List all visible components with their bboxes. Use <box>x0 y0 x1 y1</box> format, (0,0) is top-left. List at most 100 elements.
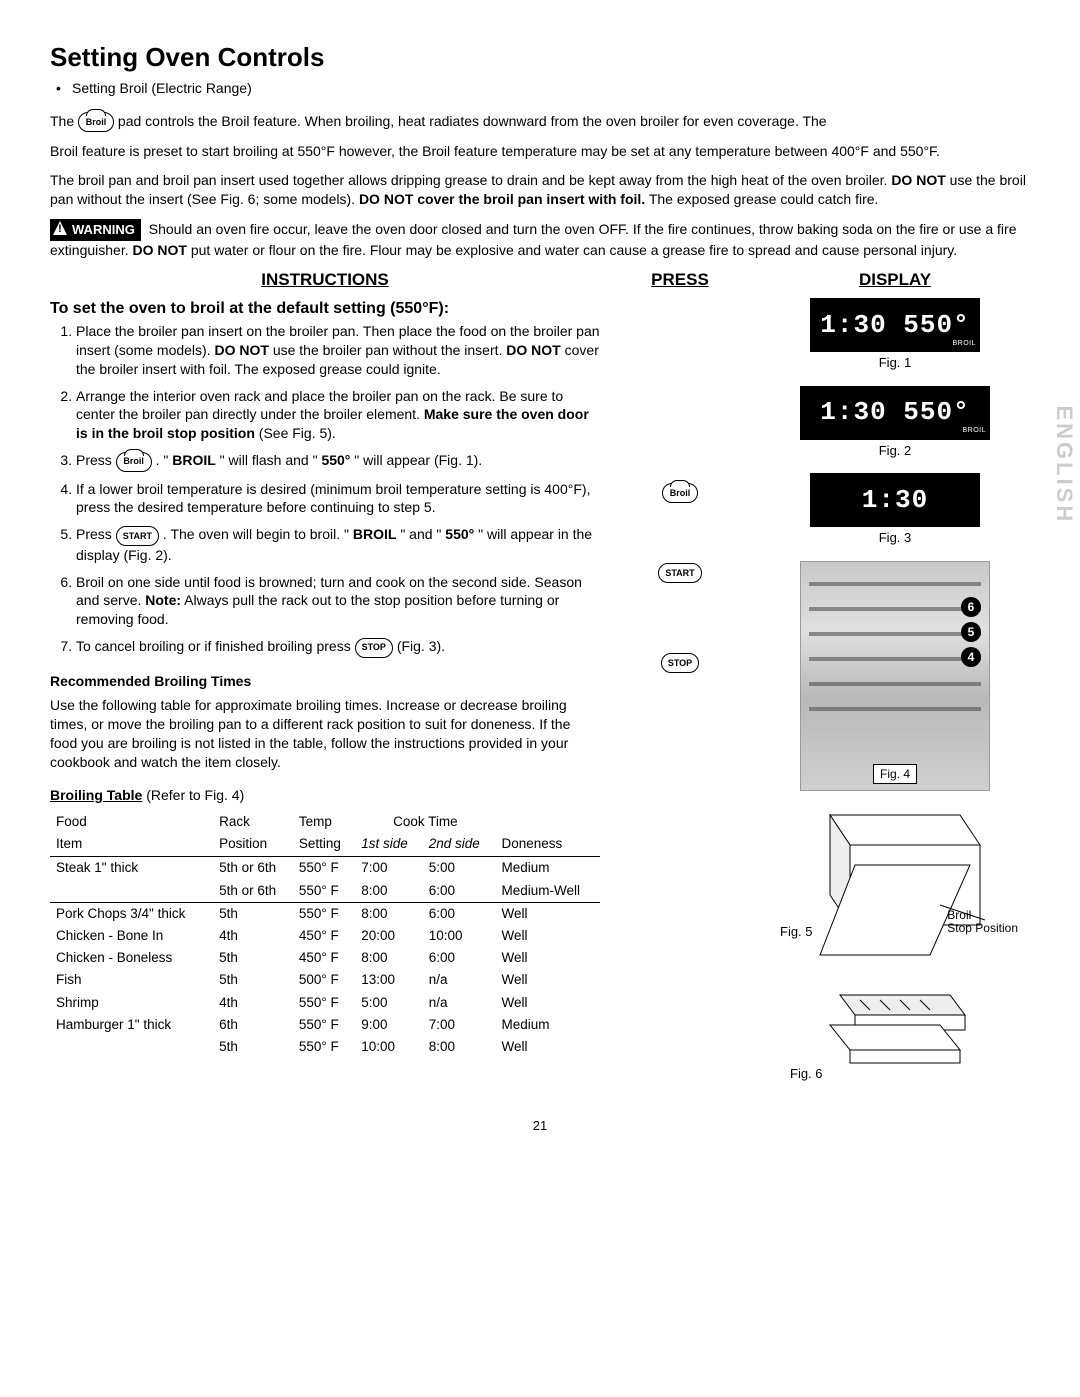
table-cell: 5th <box>213 1036 293 1058</box>
s3e: 550° <box>321 452 350 468</box>
table-cell: Medium <box>496 1014 601 1036</box>
table-cell: 550° F <box>293 857 355 880</box>
table-cell: Shrimp <box>50 992 213 1014</box>
table-cell: 550° F <box>293 992 355 1014</box>
broil-pad-icon: Broil <box>116 452 152 472</box>
broiling-table: Food Rack Temp Cook Time Item Position S… <box>50 811 600 1058</box>
table-cell: Chicken - Boneless <box>50 947 213 969</box>
press-column: PRESS Broil START STOP <box>620 269 740 1096</box>
table-cell: 4th <box>213 992 293 1014</box>
step-4: If a lower broil temperature is desired … <box>76 480 600 518</box>
step-2: Arrange the interior oven rack and place… <box>76 387 600 444</box>
table-cell: Well <box>496 925 601 947</box>
table-cell: Fish <box>50 969 213 991</box>
fig6-broil-pan-icon <box>820 975 970 1065</box>
s1d: DO NOT <box>506 342 560 358</box>
intro-p1b: pad controls the Broil feature. When bro… <box>118 113 827 129</box>
table-cell: 8:00 <box>355 947 423 969</box>
step-5: Press START . The oven will begin to bro… <box>76 525 600 564</box>
fig1-label: Fig. 1 <box>760 354 1030 372</box>
page-number: 21 <box>50 1117 1030 1135</box>
rack-num-5: 5 <box>961 622 981 642</box>
s5b: . The oven will begin to broil. " <box>163 526 349 542</box>
intro-p3: The broil pan and broil pan insert used … <box>50 171 1030 209</box>
th-doneness: Doneness <box>496 833 601 857</box>
warn-b: DO NOT <box>133 242 187 258</box>
display-fig2: 1:30 550° BROIL <box>800 386 990 440</box>
s3c: BROIL <box>172 452 216 468</box>
broiling-table-note: (Refer to Fig. 4) <box>146 787 244 803</box>
warn-c: put water or flour on the fire. Flour ma… <box>191 242 957 258</box>
side-tab-english: ENGLISH <box>1050 405 1080 524</box>
recommended-paragraph: Use the following table for approximate … <box>50 696 600 772</box>
fig4-inline-label: Fig. 4 <box>873 764 917 784</box>
table-cell <box>50 1036 213 1058</box>
fig5-annotation: Broil Stop Position <box>947 909 1018 935</box>
warning-paragraph: WARNING Should an oven fire occur, leave… <box>50 219 1030 259</box>
intro-p2: Broil feature is preset to start broilin… <box>50 142 1030 161</box>
table-cell: n/a <box>423 969 496 991</box>
table-cell: 13:00 <box>355 969 423 991</box>
s1c: use the broiler pan without the insert. <box>273 342 506 358</box>
table-cell: 450° F <box>293 925 355 947</box>
table-row: 5th550° F10:008:00Well <box>50 1036 600 1058</box>
fig5-wrap: Broil Stop Position Fig. 5 <box>780 805 1010 965</box>
table-row: Chicken - Bone In4th450° F20:0010:00Well <box>50 925 600 947</box>
fig4-oven-interior: 6 5 4 Fig. 4 <box>800 561 990 791</box>
s3d: " will flash and " <box>220 452 318 468</box>
page-title: Setting Oven Controls <box>50 40 1030 75</box>
th-rack: Rack <box>213 811 293 833</box>
fig3-label: Fig. 3 <box>760 529 1030 547</box>
th-position: Position <box>213 833 293 857</box>
table-cell: 6:00 <box>423 947 496 969</box>
table-cell: 5th <box>213 902 293 925</box>
table-cell: 7:00 <box>355 857 423 880</box>
table-cell: Well <box>496 992 601 1014</box>
table-cell: 10:00 <box>423 925 496 947</box>
table-header-row-2: Item Position Setting 1st side 2nd side … <box>50 833 600 857</box>
press-start-icon: START <box>658 563 701 583</box>
rack-num-4: 4 <box>961 647 981 667</box>
th-blank <box>496 811 601 833</box>
press-stop-icon: STOP <box>661 653 699 673</box>
table-cell: 550° F <box>293 1014 355 1036</box>
table-cell: Well <box>496 902 601 925</box>
th-food: Food <box>50 811 213 833</box>
table-cell: 5:00 <box>423 857 496 880</box>
table-cell: Pork Chops 3/4" thick <box>50 902 213 925</box>
s5e: 550° <box>445 526 474 542</box>
s7a: To cancel broiling or if finished broili… <box>76 638 355 654</box>
broiling-table-title-row: Broiling Table (Refer to Fig. 4) <box>50 786 600 805</box>
warning-badge: WARNING <box>50 219 141 241</box>
fig6-label: Fig. 6 <box>760 1065 1030 1083</box>
table-cell: n/a <box>423 992 496 1014</box>
th-1stside: 1st side <box>355 833 423 857</box>
table-cell: 550° F <box>293 902 355 925</box>
table-cell: 6th <box>213 1014 293 1036</box>
intro-block: The Broil pad controls the Broil feature… <box>50 112 1030 259</box>
intro-p3b: DO NOT <box>891 172 945 188</box>
s3f: " will appear (Fig. 1). <box>354 452 482 468</box>
rack-num-6: 6 <box>961 597 981 617</box>
step-6: Broil on one side until food is browned;… <box>76 573 600 630</box>
instructions-subhead: To set the oven to broil at the default … <box>50 298 600 320</box>
display-fig1-text: 1:30 550° <box>820 308 969 343</box>
th-setting: Setting <box>293 833 355 857</box>
th-item: Item <box>50 833 213 857</box>
table-cell: Well <box>496 969 601 991</box>
recommended-heading: Recommended Broiling Times <box>50 672 600 691</box>
table-cell: Medium-Well <box>496 880 601 903</box>
broil-pad-icon: Broil <box>78 112 114 132</box>
s1b: DO NOT <box>214 342 268 358</box>
table-row: 5th or 6th550° F8:006:00Medium-Well <box>50 880 600 903</box>
table-cell: 7:00 <box>423 1014 496 1036</box>
press-heading: PRESS <box>620 269 740 292</box>
table-cell: Well <box>496 1036 601 1058</box>
step-3: Press Broil . " BROIL " will flash and "… <box>76 451 600 471</box>
table-cell: 5th or 6th <box>213 880 293 903</box>
table-cell: 4th <box>213 925 293 947</box>
subtitle: Setting Broil (Electric Range) <box>50 79 1030 98</box>
fig5-label: Fig. 5 <box>780 923 813 941</box>
table-row: Hamburger 1" thick6th550° F9:007:00Mediu… <box>50 1014 600 1036</box>
intro-p3a: The broil pan and broil pan insert used … <box>50 172 891 188</box>
